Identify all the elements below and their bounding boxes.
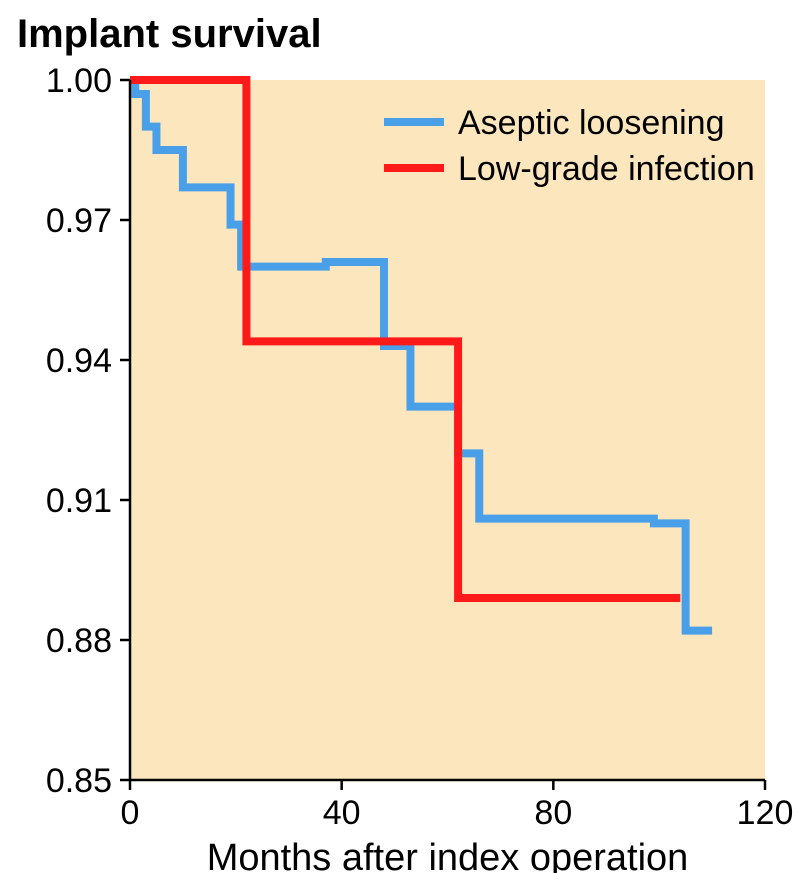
xtick-label: 120 [737,794,794,832]
ytick-label: 0.91 [46,482,112,520]
chart-title: Implant survival [17,12,322,56]
legend-label: Low-grade infection [458,150,755,188]
chart-container: Implant survival 0.85 0.88 0.91 0.94 0.97 1.00… [0,0,798,873]
ytick-label: 0.88 [46,622,112,660]
xtick-label: 40 [323,794,361,832]
ytick-label: 0.85 [46,762,112,800]
xtick-label: 80 [534,794,572,832]
x-axis-label: Months after index operation [207,837,689,873]
ytick-label: 0.97 [46,202,112,240]
survival-chart: Implant survival 0.85 0.88 0.91 0.94 0.97 1.00… [0,0,798,873]
legend-label: Aseptic loosening [458,104,725,142]
ytick-label: 0.94 [46,342,112,380]
xtick-label: 0 [121,794,140,832]
ytick-label: 1.00 [46,62,112,100]
